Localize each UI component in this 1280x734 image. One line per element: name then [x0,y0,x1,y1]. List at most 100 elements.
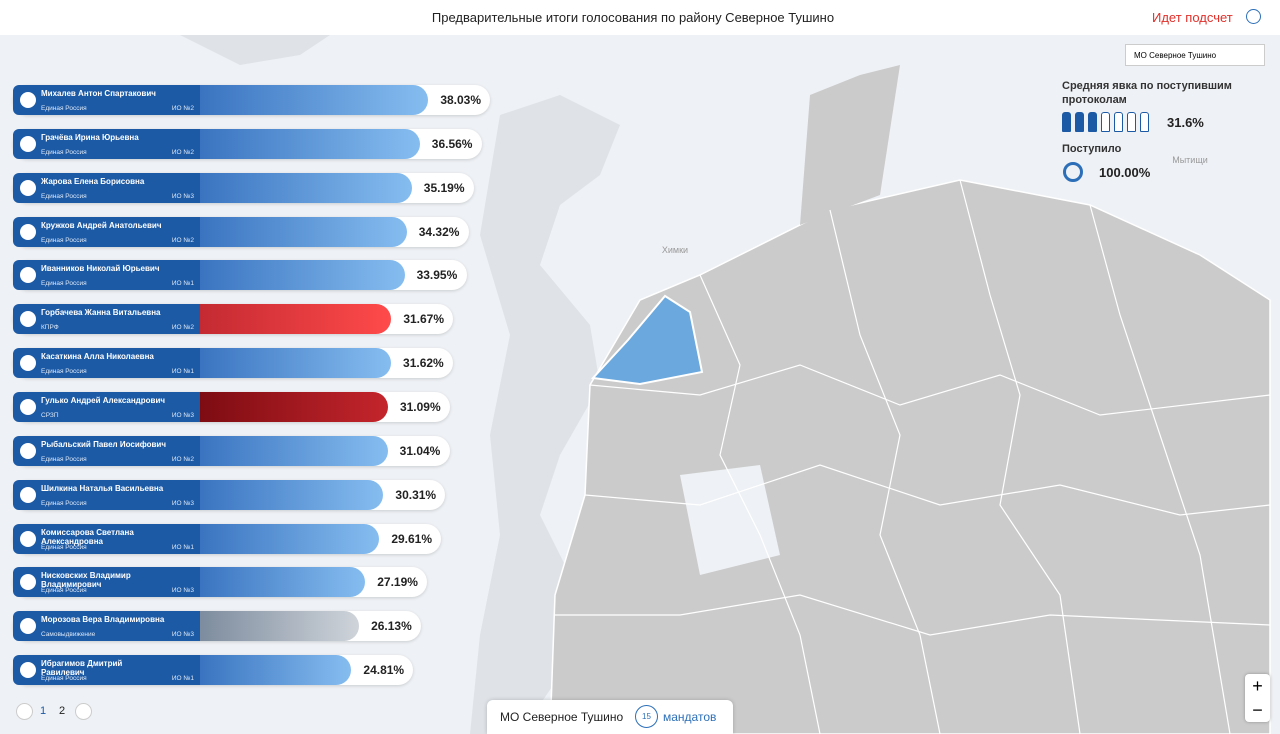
district: ИО №2 [171,324,194,332]
turnout-value: 31.6% [1167,115,1204,130]
party: Единая Россия [41,455,87,463]
party-icon [20,179,36,196]
candidate-row[interactable]: Иванников Николай Юрьевич Единая Россия ИО… [13,260,467,291]
turnout-title: Средняя явка по поступившим протоколам [1062,80,1232,106]
party-icon [20,92,36,108]
percent-label: 31.09% [399,399,441,414]
candidate-row[interactable]: Михалев Антон Спартакович Единая Россия ИО… [13,85,491,115]
party-icon [20,135,36,152]
candidate-row[interactable]: Морозова Вера Владимировна Самовыдвижение… [13,611,422,642]
candidate-row[interactable]: Горбачева Жанна Витальевна КПРФ ИО №2 31.67… [13,304,454,335]
person-icon [1101,112,1110,132]
received-title[interactable]: Поступило [1062,143,1122,155]
party-icon [20,530,36,547]
selected-district[interactable] [590,294,704,386]
percent-label: 27.19% [377,575,418,590]
person-icon [1075,112,1084,132]
bar [200,260,405,291]
percent-label: 36.56% [431,136,473,151]
person-icon [1114,112,1123,132]
page-link[interactable]: 2 [59,705,66,717]
play-button[interactable] [1246,9,1261,24]
district: ИО №3 [171,587,194,595]
map-water [680,465,780,575]
candidate-name: Рыбальский Павел Иосифович [41,439,166,449]
mandates-count: 15 [635,705,658,728]
map-land [800,65,900,225]
name-box: Жарова Елена Борисовна Единая Россия ИО №3 [13,172,200,203]
party-icon [20,311,36,328]
person-icon [1088,112,1097,132]
candidate-row[interactable]: Ибрагимов Дмитрий Равилевич Единая Россия… [13,655,414,686]
dropdown[interactable]: МО Северное Тушино [1125,44,1265,66]
received-value: 100.00% [1099,165,1151,180]
candidate-row[interactable]: Шилкина Наталья Васильевна Единая Россия И… [13,479,446,510]
party-icon [20,486,36,503]
candidate-row[interactable]: Комиссарова Светлана Александровна Единая… [13,523,442,554]
party: Единая Россия [41,368,87,376]
party: КПРФ [41,324,59,332]
name-box: Комиссарова Светлана Александровна Единая… [13,523,200,554]
prev-page[interactable] [16,703,33,720]
candidate-row[interactable]: Касаткина Алла Николаевна Единая Россия ИО… [13,348,454,379]
page-link[interactable]: 1 [40,705,47,717]
header [0,0,1280,35]
candidate-name: Комиссарова Светлана Александровна [41,527,134,546]
moscow [549,179,1271,734]
party: Единая Россия [41,587,87,595]
district: ИО №1 [171,368,194,376]
percent-label: 35.19% [423,180,465,195]
bar [200,391,388,422]
next-page[interactable] [75,703,92,720]
candidate-row[interactable]: Нисковских Владимир Владимирович Единая Р… [13,567,428,598]
name-box: Гулько Андрей Александрович СРЗП ИО №3 [13,391,200,422]
district-borders [555,179,1271,734]
district: ИО №3 [171,499,194,507]
zoom-control[interactable]: + − [1245,674,1270,722]
bar [200,172,412,203]
candidate-row[interactable]: Жарова Елена Борисовна Единая Россия ИО №3… [13,172,474,203]
candidate-name: Гулько Андрей Александрович [41,395,166,405]
status: Идет подсчет [1152,10,1233,25]
district: ИО №2 [171,455,194,463]
name-box: Шилкина Наталья Васильевна Единая Россия И… [13,479,200,510]
title: Предварительные итоги голосования по рай… [431,10,835,25]
percent-label: 31.62% [403,356,444,371]
name-box: Кружков Андрей Анатольевич Единая Россия И… [13,216,200,247]
name-box: Иванников Николай Юрьевич Единая Россия ИО… [13,260,200,291]
party-icon [20,355,36,372]
district: ИО №3 [171,192,194,200]
bar [200,523,380,554]
party-icon [20,442,36,459]
map-label: Мытищи [1172,155,1208,165]
map-land [180,35,330,65]
candidate-name: Михалев Антон Спартакович [41,89,156,98]
bar [200,304,392,335]
percent-label: 31.67% [403,312,445,327]
footer-area: МО Северное Тушино [500,710,624,724]
party: СРЗП [41,411,59,419]
name-box: Рыбальский Павел Иосифович Единая Россия И… [13,435,200,466]
party: Единая Россия [41,236,87,244]
party-icon [20,618,36,635]
name-box: Нисковских Владимир Владимирович Единая Р… [13,567,200,598]
party: Единая Россия [41,280,87,288]
candidate-row[interactable]: Гулько Андрей Александрович СРЗП ИО №3 31.0… [13,391,450,422]
bar [200,435,388,466]
candidate-row[interactable]: Грачёва Ирина Юрьевна Единая Россия ИО №2 3… [13,128,482,159]
party: Единая Россия [41,148,87,156]
party-icon [20,223,36,240]
map[interactable]: Химки Мытищи [0,35,1280,734]
party-icon [20,662,36,679]
map-label: Химки [662,245,688,255]
person-icon [1127,112,1136,132]
percent-label: 31.04% [399,443,441,458]
candidate-row[interactable]: Рыбальский Павел Иосифович Единая Россия И… [13,435,450,466]
bar [200,85,429,115]
district: ИО №1 [171,280,194,288]
percent-label: 26.13% [371,619,412,634]
percent-label: 30.31% [395,487,437,502]
bar [200,567,366,598]
candidate-row[interactable]: Кружков Андрей Анатольевич Единая Россия И… [13,216,469,247]
